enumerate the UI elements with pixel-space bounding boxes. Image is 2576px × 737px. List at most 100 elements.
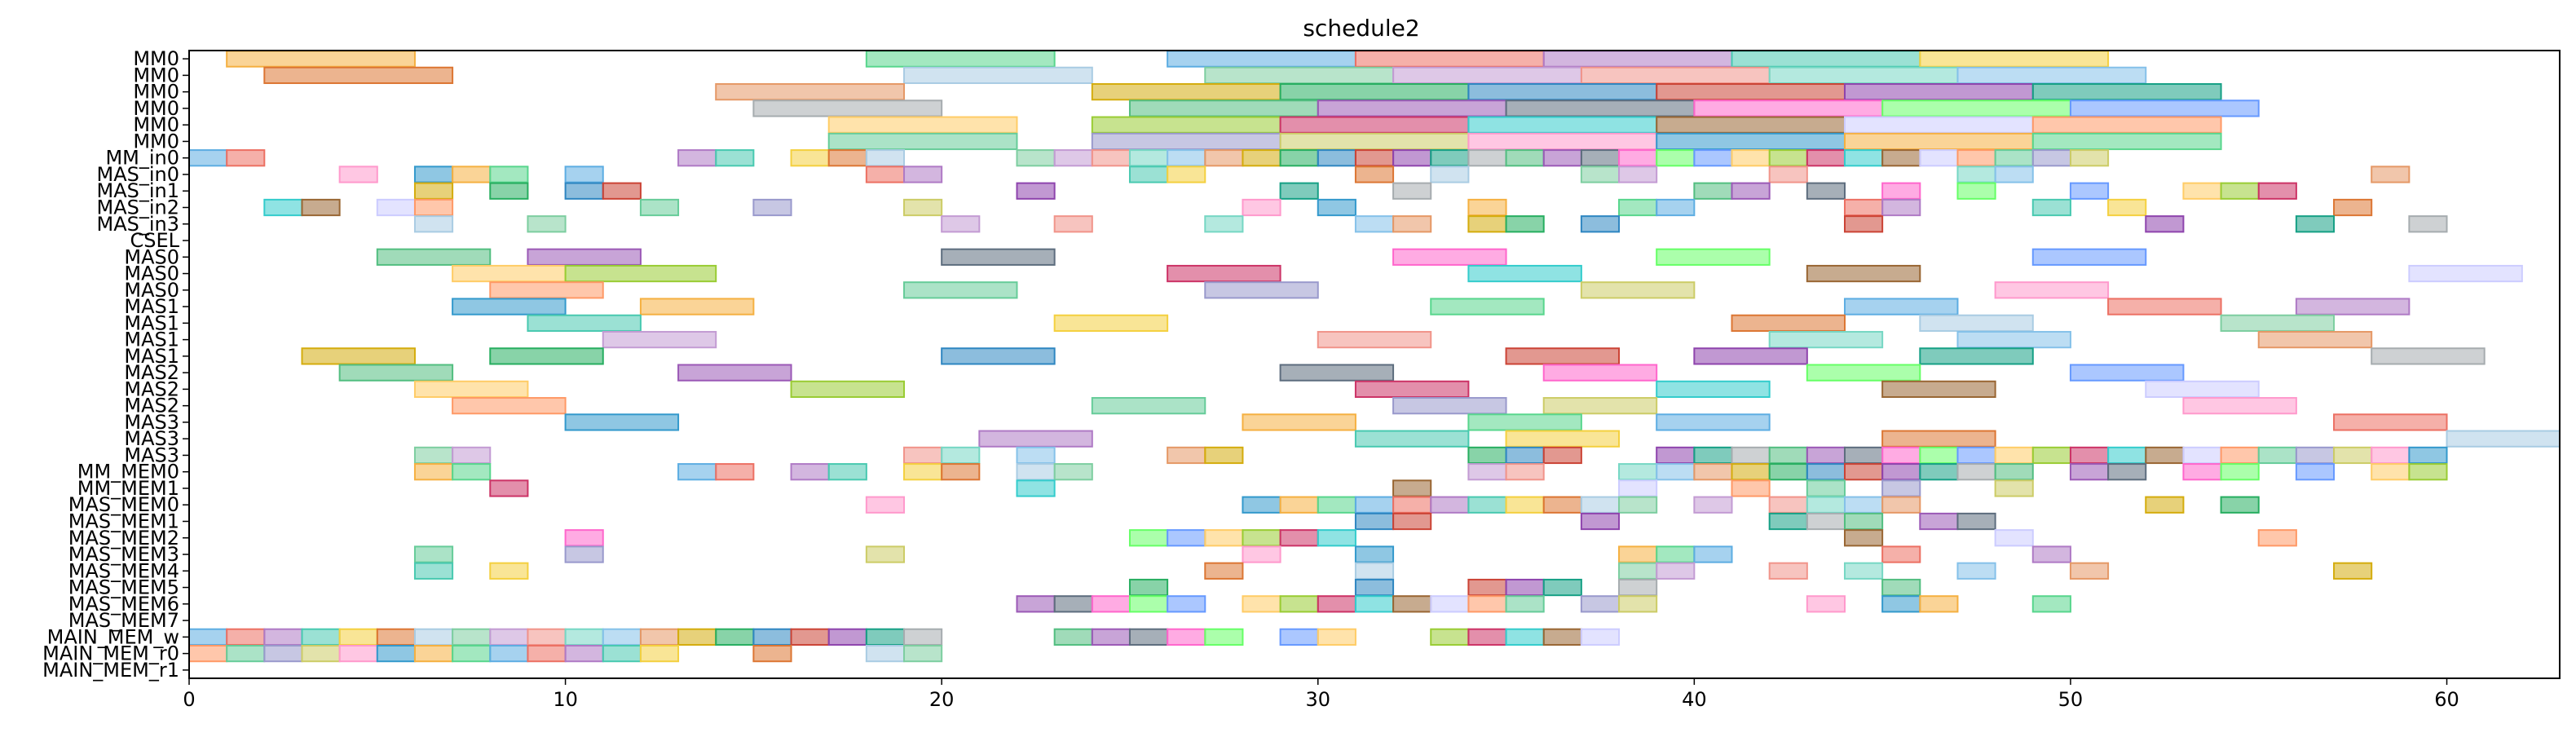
task-bar: [2371, 446, 2411, 465]
task-bar: [1053, 215, 1093, 233]
task-bar: [1467, 149, 1507, 167]
task-bar: [2220, 446, 2260, 465]
task-bar: [1204, 529, 1244, 547]
task-bar: [1354, 50, 1545, 68]
task-bar: [1505, 628, 1545, 646]
task-bar: [1580, 66, 1771, 85]
task-bar: [452, 644, 492, 663]
task-bar: [2182, 446, 2222, 465]
y-tick-label: MM_in0: [105, 147, 179, 170]
task-bar: [1467, 264, 1582, 283]
y-tick-label: MAS1: [124, 345, 179, 368]
y-tick-label: MAS_MEM5: [68, 576, 179, 599]
task-bar: [639, 644, 680, 663]
task-bar: [1467, 578, 1507, 597]
task-bar: [1656, 446, 1696, 465]
task-bar: [1204, 66, 1395, 85]
task-bar: [1881, 380, 1996, 399]
task-bar: [1467, 215, 1507, 233]
task-bar: [263, 644, 303, 663]
task-bar: [226, 50, 416, 68]
task-bar: [2220, 182, 2260, 200]
task-bar: [1919, 512, 1959, 531]
task-bar: [2257, 529, 2297, 547]
chart-title: schedule2: [1303, 15, 1419, 42]
task-bar: [1580, 165, 1621, 183]
task-bar: [564, 628, 604, 646]
task-bar: [1881, 446, 1921, 465]
task-bar: [1919, 463, 1959, 481]
task-bar: [1542, 149, 1582, 167]
task-bar: [1091, 149, 1131, 167]
task-bar: [301, 198, 341, 217]
task-bar: [1881, 198, 1921, 217]
task-bar: [1731, 314, 1846, 332]
task-bar: [188, 149, 228, 167]
task-bar: [452, 165, 492, 183]
task-bar: [865, 644, 906, 663]
task-bar: [1994, 149, 2034, 167]
task-bar: [2069, 149, 2110, 167]
task-bar: [263, 198, 303, 217]
task-bar: [2031, 83, 2222, 101]
task-bar: [1317, 595, 1356, 613]
task-bar: [1693, 446, 1733, 465]
task-bar: [1430, 165, 1470, 183]
task-bar: [1919, 347, 2034, 365]
task-bar: [1656, 463, 1696, 481]
task-bar: [2031, 132, 2222, 151]
task-bars: [188, 50, 2561, 663]
task-bar: [1053, 463, 1093, 481]
task-bar: [1731, 50, 1921, 68]
task-bar: [1956, 463, 1996, 481]
y-tick-label: MAS3: [124, 411, 179, 434]
task-bar: [602, 330, 717, 349]
task-bar: [301, 644, 341, 663]
task-bar: [1354, 512, 1395, 531]
task-bar: [226, 644, 266, 663]
task-bar: [715, 149, 755, 167]
task-bar: [1242, 198, 1281, 217]
task-bar: [1091, 116, 1281, 134]
y-tick-label: MAS_in0: [96, 163, 179, 186]
task-bar: [564, 529, 604, 547]
task-bar: [1091, 595, 1131, 613]
task-bar: [2220, 314, 2336, 332]
task-bar: [2107, 298, 2222, 316]
task-bar: [715, 83, 906, 101]
task-bar: [1693, 347, 1808, 365]
task-bar: [1693, 182, 1733, 200]
task-bar: [413, 215, 454, 233]
task-bar: [1731, 182, 1771, 200]
task-bar: [1204, 446, 1244, 465]
task-bar: [1580, 149, 1621, 167]
task-bar: [2069, 463, 2110, 481]
task-bar: [564, 545, 604, 563]
task-bar: [1731, 463, 1771, 481]
task-bar: [1279, 182, 1319, 200]
task-bar: [1919, 446, 1959, 465]
task-bar: [1279, 628, 1319, 646]
task-bar: [1167, 50, 1356, 68]
task-bar: [677, 628, 717, 646]
task-bar: [1806, 149, 1846, 167]
task-bar: [1016, 463, 1056, 481]
task-bar: [865, 165, 906, 183]
task-bar: [1392, 182, 1432, 200]
task-bar: [1768, 330, 1884, 349]
task-bar: [1656, 116, 1846, 134]
task-bar: [452, 628, 492, 646]
plot-frame: [188, 50, 2561, 679]
task-bar: [1956, 562, 1996, 580]
task-bar: [1354, 595, 1395, 613]
task-bar: [1053, 149, 1093, 167]
task-bar: [1693, 99, 1884, 117]
task-bar: [1618, 545, 1658, 563]
task-bar: [489, 165, 529, 183]
x-tick-label: 50: [2058, 688, 2084, 711]
task-bar: [564, 182, 604, 200]
task-bar: [677, 463, 717, 481]
task-bar: [1843, 529, 1884, 547]
task-bar: [1768, 496, 1808, 514]
